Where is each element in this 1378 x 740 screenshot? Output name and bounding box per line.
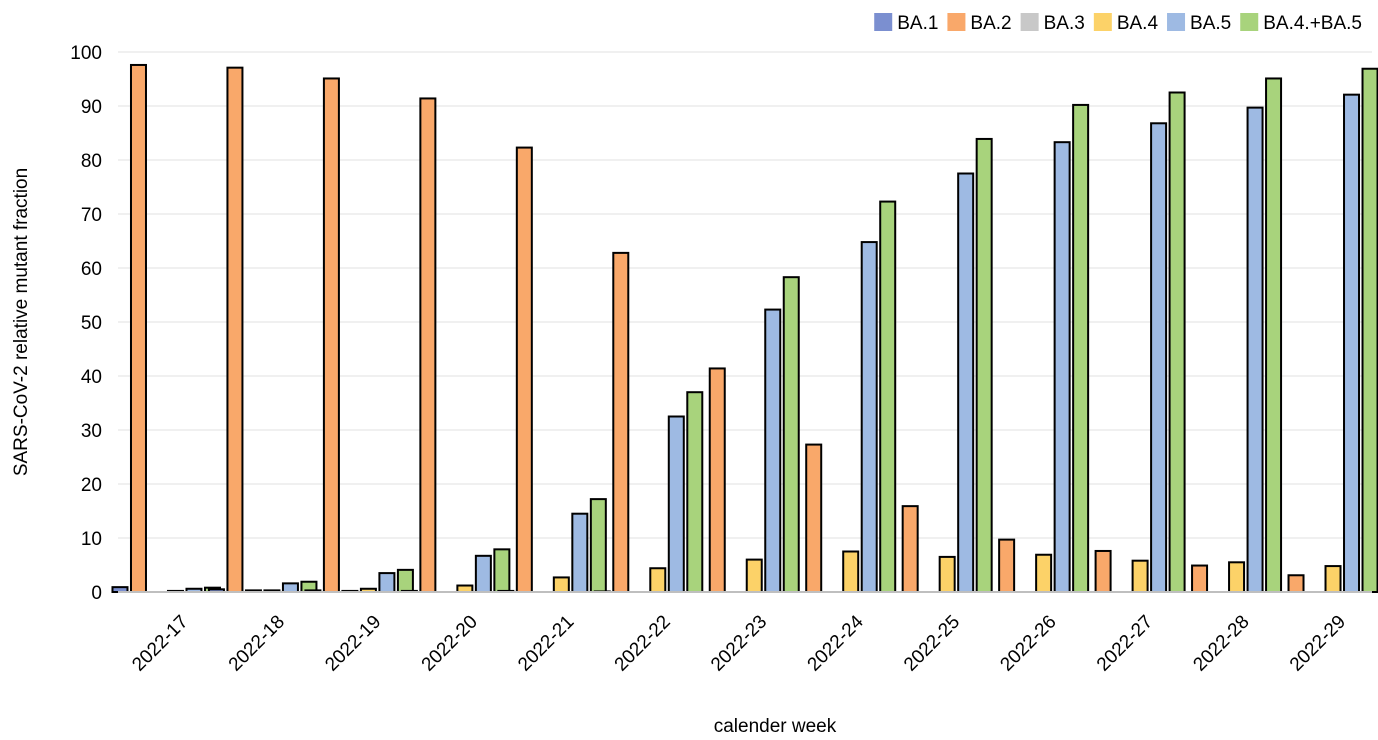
bar-ba-4-ba-5-2022-24 [879, 200, 897, 594]
y-tick-label: 100 [70, 43, 102, 64]
y-tick-label: 60 [81, 259, 102, 280]
y-tick-labels: 0 10 20 30 40 50 60 70 80 90 100 [70, 43, 102, 604]
x-tick-label: 2022-25 [900, 611, 964, 675]
bar-ba-2-2022-26 [998, 538, 1016, 593]
x-tick-label: 2022-21 [514, 611, 578, 675]
bar-ba-5-2022-22 [667, 415, 685, 593]
legend-swatch-2 [1020, 13, 1039, 31]
bar-ba-4-2022-21 [552, 576, 570, 593]
y-tick-label: 50 [81, 313, 102, 334]
bar-ba-5-2022-28 [1246, 106, 1264, 594]
bar-ba-5-2022-29 [1343, 93, 1361, 593]
legend-label: BA.4 [1117, 13, 1159, 34]
y-tick-label: 80 [81, 151, 102, 172]
x-tick-label: 2022-29 [1286, 611, 1350, 675]
bar-ba-4-2022-23 [745, 558, 763, 593]
bar-ba-4-2022-28 [1228, 561, 1246, 593]
bar-ba-2-2022-19 [322, 77, 340, 593]
y-tick-label: 0 [91, 583, 102, 604]
x-tick-label: 2022-18 [225, 611, 289, 675]
x-tick-label: 2022-27 [1093, 611, 1157, 675]
legend-label: BA.4.+BA.5 [1263, 13, 1362, 34]
bar-ba-4-ba-5-2022-27 [1168, 91, 1186, 593]
y-tick-label: 90 [81, 97, 102, 118]
bar-ba-4-2022-25 [938, 555, 956, 594]
x-tick-label: 2022-26 [997, 611, 1061, 675]
bar-ba-5-2022-18 [281, 582, 299, 593]
bar-ba-2-2022-21 [515, 146, 533, 594]
y-tick-label: 10 [81, 529, 102, 550]
x-tick-label: 2022-28 [1189, 611, 1253, 675]
bar-ba-4-2022-26 [1035, 553, 1053, 593]
x-tick-label: 2022-20 [418, 611, 482, 675]
bar-ba-5-2022-27 [1150, 122, 1168, 593]
bar-ba-4-2022-24 [842, 550, 860, 593]
bar-ba-2-2022-24 [805, 443, 823, 593]
y-tick-label: 30 [81, 421, 102, 442]
y-axis-title: SARS-CoV-2 relative mutant fraction [11, 168, 32, 476]
bar-ba-2-2022-17 [129, 63, 147, 593]
bar-ba-5-2022-26 [1053, 141, 1071, 593]
bar-ba-5-2022-23 [764, 308, 782, 593]
legend-swatch-5 [1240, 13, 1259, 31]
x-tick-label: 2022-19 [321, 611, 385, 675]
legend-label: BA.3 [1044, 13, 1085, 34]
bar-ba-5-2022-19 [378, 572, 396, 593]
legend-swatch-3 [1093, 13, 1112, 31]
bar-ba-5-2022-21 [571, 512, 589, 594]
bar-ba-4-ba-5-2022-25 [975, 137, 993, 593]
bar-ba-2-2022-23 [708, 367, 726, 593]
bar-ba-4-ba-5-2022-22 [686, 391, 704, 594]
bar-ba-2-2022-22 [612, 251, 630, 593]
x-tick-label: 2022-24 [804, 611, 868, 675]
legend-swatch-0 [874, 13, 893, 31]
bar-ba-4-2022-29 [1324, 565, 1342, 594]
bar-ba-5-2022-25 [957, 172, 975, 593]
bar-ba-5-2022-20 [474, 554, 492, 594]
x-tick-label: 2022-17 [128, 611, 192, 675]
bar-ba-2-2022-29 [1287, 574, 1305, 594]
legend: BA.1 BA.2 BA.3 BA.4 BA.5 BA.4.+BA.5 [874, 13, 1362, 34]
x-axis-title: calender week [714, 716, 837, 737]
bar-ba-4-2022-27 [1131, 559, 1149, 593]
bar-ba-4-ba-5-2022-20 [493, 548, 511, 594]
bar-ba-2-2022-25 [901, 505, 919, 594]
legend-label: BA.1 [897, 13, 938, 34]
bar-ba-4-ba-5-2022-21 [589, 498, 607, 593]
y-tick-label: 70 [81, 205, 102, 226]
bar-ba-4-ba-5-2022-29 [1361, 67, 1378, 594]
bar-ba-4-ba-5-2022-26 [1072, 103, 1090, 593]
bar-ba-5-2022-24 [860, 241, 878, 594]
legend-label: BA.2 [970, 13, 1011, 34]
y-tick-label: 20 [81, 475, 102, 496]
y-tick-label: 40 [81, 367, 102, 388]
x-tick-labels: 2022-17 2022-18 2022-19 2022-20 2022-21 2022-… [128, 611, 1350, 675]
bar-ba-4-ba-5-2022-28 [1265, 77, 1283, 593]
bars [111, 63, 1378, 594]
bar-ba-4-2022-22 [649, 567, 667, 593]
x-tick-label: 2022-23 [707, 611, 771, 675]
legend-label: BA.5 [1190, 13, 1231, 34]
legend-swatch-4 [1167, 13, 1186, 31]
bar-ba-2-2022-18 [226, 66, 244, 594]
bar-ba-2-2022-28 [1191, 564, 1209, 593]
x-tick-label: 2022-22 [611, 611, 675, 675]
bar-ba-4-ba-5-2022-23 [782, 276, 800, 593]
bar-ba-2-2022-20 [419, 97, 437, 593]
bar-ba-4-ba-5-2022-19 [396, 568, 414, 593]
legend-swatch-1 [947, 13, 966, 31]
bar-ba-2-2022-27 [1094, 549, 1112, 594]
